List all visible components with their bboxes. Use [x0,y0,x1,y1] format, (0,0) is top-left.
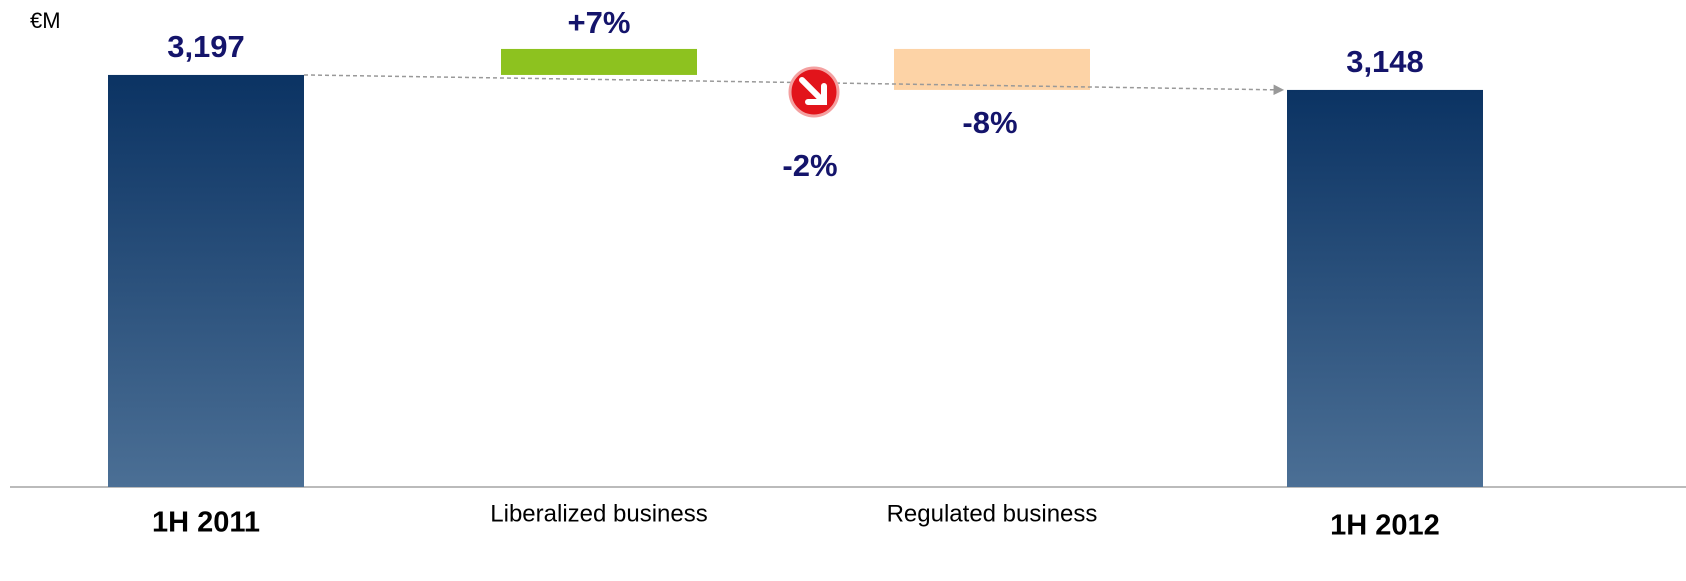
change-label: -8% [962,105,1017,140]
connector [303,74,1285,96]
bar [501,48,697,75]
x-tick-label: Liberalized business [490,500,707,527]
bar [894,48,1090,90]
x-tick-label: 1H 2012 [1330,510,1440,542]
bar [1287,89,1483,488]
value-label: 3,197 [167,29,245,64]
value-label: 3,148 [1346,44,1424,79]
x-tick-label: 1H 2011 [152,507,260,539]
total-change-label: -2% [782,148,837,183]
x-tick-label: Regulated business [887,500,1098,527]
unit-label: €M [30,8,61,33]
bar [108,74,304,488]
down-icon [788,66,840,118]
change-label: +7% [568,5,631,40]
